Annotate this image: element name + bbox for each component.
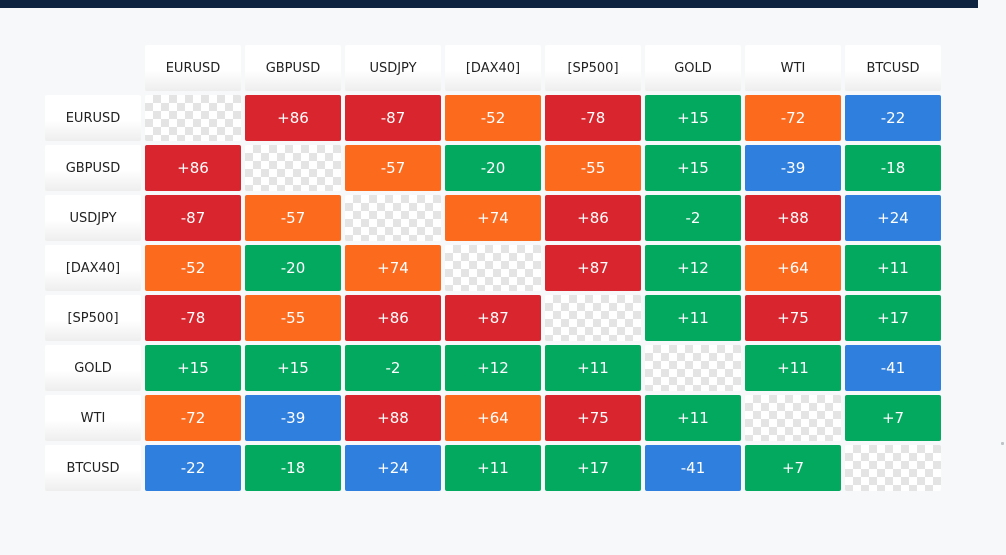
correlation-cell-dax40-gbpusd: -20 [245,245,341,291]
correlation-cell-btcusd-sp500: +17 [545,445,641,491]
correlation-cell-gbpusd-wti: -39 [745,145,841,191]
correlation-cell-eurusd-dax40: -52 [445,95,541,141]
diagonal-cell [745,395,841,441]
column-header-gbpusd: GBPUSD [245,45,341,91]
correlation-cell-gold-gbpusd: +15 [245,345,341,391]
diagonal-cell [845,445,941,491]
correlation-cell-eurusd-usdjpy: -87 [345,95,441,141]
top-bar [0,0,978,8]
correlation-cell-usdjpy-sp500: +86 [545,195,641,241]
correlation-cell-btcusd-usdjpy: +24 [345,445,441,491]
correlation-cell-btcusd-wti: +7 [745,445,841,491]
correlation-cell-usdjpy-btcusd: +24 [845,195,941,241]
correlation-cell-eurusd-btcusd: -22 [845,95,941,141]
correlation-cell-gbpusd-sp500: -55 [545,145,641,191]
correlation-cell-dax40-sp500: +87 [545,245,641,291]
column-header-usdjpy: USDJPY [345,45,441,91]
column-header-gold: GOLD [645,45,741,91]
row-header-usdjpy: USDJPY [45,195,141,241]
column-header-eurusd: EURUSD [145,45,241,91]
correlation-cell-sp500-dax40: +87 [445,295,541,341]
correlation-cell-sp500-usdjpy: +86 [345,295,441,341]
diagonal-cell [145,95,241,141]
diagonal-cell [545,295,641,341]
correlation-cell-gbpusd-btcusd: -18 [845,145,941,191]
correlation-cell-wti-sp500: +75 [545,395,641,441]
row-header-gold: GOLD [45,345,141,391]
correlation-cell-gold-wti: +11 [745,345,841,391]
correlation-cell-dax40-btcusd: +11 [845,245,941,291]
column-header-wti: WTI [745,45,841,91]
column-header-dax40: [DAX40] [445,45,541,91]
edge-mark [1001,442,1004,445]
correlation-cell-btcusd-gold: -41 [645,445,741,491]
correlation-cell-gold-eurusd: +15 [145,345,241,391]
correlation-cell-gold-usdjpy: -2 [345,345,441,391]
correlation-cell-dax40-gold: +12 [645,245,741,291]
corner-cell [45,45,141,91]
row-header-dax40: [DAX40] [45,245,141,291]
correlation-cell-gold-dax40: +12 [445,345,541,391]
row-header-sp500: [SP500] [45,295,141,341]
diagonal-cell [445,245,541,291]
correlation-cell-dax40-usdjpy: +74 [345,245,441,291]
correlation-cell-btcusd-gbpusd: -18 [245,445,341,491]
row-header-gbpusd: GBPUSD [45,145,141,191]
correlation-cell-gold-sp500: +11 [545,345,641,391]
correlation-cell-eurusd-gold: +15 [645,95,741,141]
correlation-matrix: EURUSD GBPUSD USDJPY [DAX40] [SP500] GOL… [45,45,941,491]
correlation-cell-wti-gbpusd: -39 [245,395,341,441]
correlation-cell-btcusd-dax40: +11 [445,445,541,491]
correlation-cell-usdjpy-eurusd: -87 [145,195,241,241]
correlation-cell-wti-eurusd: -72 [145,395,241,441]
correlation-cell-eurusd-wti: -72 [745,95,841,141]
correlation-cell-sp500-gold: +11 [645,295,741,341]
row-header-btcusd: BTCUSD [45,445,141,491]
correlation-cell-usdjpy-dax40: +74 [445,195,541,241]
correlation-cell-btcusd-eurusd: -22 [145,445,241,491]
column-header-btcusd: BTCUSD [845,45,941,91]
diagonal-cell [245,145,341,191]
correlation-cell-gbpusd-eurusd: +86 [145,145,241,191]
correlation-cell-sp500-eurusd: -78 [145,295,241,341]
correlation-cell-eurusd-gbpusd: +86 [245,95,341,141]
correlation-cell-gold-btcusd: -41 [845,345,941,391]
correlation-cell-gbpusd-usdjpy: -57 [345,145,441,191]
correlation-cell-eurusd-sp500: -78 [545,95,641,141]
correlation-cell-wti-dax40: +64 [445,395,541,441]
correlation-cell-sp500-btcusd: +17 [845,295,941,341]
correlation-cell-gbpusd-dax40: -20 [445,145,541,191]
correlation-cell-wti-btcusd: +7 [845,395,941,441]
column-header-sp500: [SP500] [545,45,641,91]
correlation-cell-usdjpy-gold: -2 [645,195,741,241]
correlation-cell-sp500-wti: +75 [745,295,841,341]
correlation-cell-sp500-gbpusd: -55 [245,295,341,341]
correlation-cell-usdjpy-wti: +88 [745,195,841,241]
correlation-cell-wti-gold: +11 [645,395,741,441]
correlation-cell-usdjpy-gbpusd: -57 [245,195,341,241]
correlation-cell-dax40-wti: +64 [745,245,841,291]
row-header-wti: WTI [45,395,141,441]
diagonal-cell [645,345,741,391]
correlation-cell-dax40-eurusd: -52 [145,245,241,291]
correlation-cell-wti-usdjpy: +88 [345,395,441,441]
row-header-eurusd: EURUSD [45,95,141,141]
correlation-cell-gbpusd-gold: +15 [645,145,741,191]
diagonal-cell [345,195,441,241]
